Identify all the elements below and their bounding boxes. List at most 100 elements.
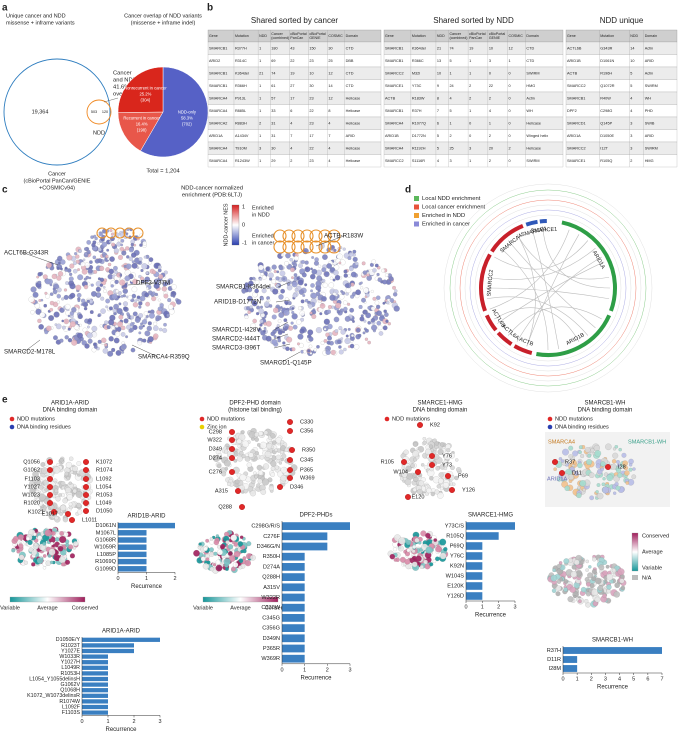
structure-atom [355,289,361,296]
residue-label: E120 [411,494,424,500]
table-cell: 23 [309,96,313,100]
structure-atom [69,283,76,290]
structure-atom [233,551,241,558]
structure-atom [94,345,98,349]
structure-atom [299,310,305,317]
structure-atom [111,347,116,352]
scale-label: Conserved [265,605,292,611]
structure-atom [589,495,594,501]
structure-atom [90,283,94,287]
table-cell: HMG [645,159,654,163]
colorbar [231,204,240,246]
structure-atom [86,332,93,339]
structure-atom [241,289,246,294]
structure-atom [377,325,383,331]
label-leader [127,282,157,286]
colorbar-label: NDD-cancer NES [223,203,229,246]
structure-atom [384,312,389,317]
structure-atom [556,563,562,569]
structure-atom [131,293,137,299]
structure-atom [366,273,370,277]
structure-atom [42,542,47,546]
structure-atom [116,307,123,315]
structure-atom [342,247,346,251]
structure-atom [249,490,256,497]
structure-atom [412,442,418,447]
structure-atom [254,280,260,285]
structure-atom [71,307,77,313]
table-cell: SMARCA2 [209,121,227,125]
nucleosome-dna [309,229,323,243]
table-cell: 30 [271,146,275,150]
structure-atom [555,585,562,591]
structure-atom [336,339,342,344]
structure-atom [271,264,277,270]
mutation-sphere [47,459,53,465]
table-cell: 8 [437,96,439,100]
table-cell: 1 [469,159,471,163]
table-cell: D1050E [600,134,614,138]
bar-label: G1099D [95,566,116,572]
structure-atom [100,308,106,314]
structure-atom [358,333,362,338]
pie-title: Cancer overlap of NDD variants [124,13,202,19]
structure-atom [97,339,102,344]
bar-label: W1059R [94,545,116,551]
structure-atom [371,259,376,264]
bar [82,688,108,693]
bar [82,665,108,670]
structure-atom [273,269,277,274]
structure-atom [258,327,262,331]
x-tick-label: 1 [145,576,148,582]
structure-atom [326,263,332,269]
table-cell: 8 [328,109,330,113]
bar [118,537,147,543]
structure-atom [450,465,455,470]
table-cell: R105Q [600,159,612,163]
pie-slice [117,111,164,152]
column-header: Gene [385,34,394,38]
structure-atom [77,509,83,515]
bar-label: L1049R [61,665,80,671]
overlap-label: 41.6% [113,85,129,91]
bar [466,542,483,550]
mutation-sphere [229,446,235,452]
structure-atom [439,442,445,447]
structure-atom [110,284,114,288]
column-header: Domain [526,34,538,38]
legend-swatch [414,196,419,201]
structure-atom [75,284,82,291]
table-cell: Helicase [346,121,361,125]
structure-atom [144,330,151,337]
bar-label: W104S [446,573,465,579]
bar [82,637,160,642]
structure-atom [405,551,410,557]
structure-atom [330,349,336,356]
x-tick-label: 3 [348,667,351,673]
structure-atom [352,320,355,323]
table-cell: 25 [328,59,332,63]
structure-atom [621,452,627,458]
structure-atom [573,470,579,476]
colorbar-note: in NDD [252,212,270,218]
column-header: COSMIC [509,34,524,38]
structure-atom [310,273,316,280]
chord [516,256,602,342]
structure-atom [322,282,328,288]
table-cell: 6 [437,121,439,125]
structure-atom [261,288,267,294]
structure-atom [104,343,108,347]
structure-atom [84,247,88,251]
table-cell: R314C [235,59,247,63]
mutation-sphere [552,459,558,465]
mutation-sphere [235,488,241,494]
structure-atom [367,306,371,310]
structure-atom [109,240,112,244]
table-cell: 2 [449,134,451,138]
legend-dot [199,416,205,422]
bar-label: A315V [263,585,280,591]
structure-atom [449,452,455,459]
structure-atom [285,346,290,351]
structure-atom [72,268,78,274]
scale-label: Average [37,605,57,611]
